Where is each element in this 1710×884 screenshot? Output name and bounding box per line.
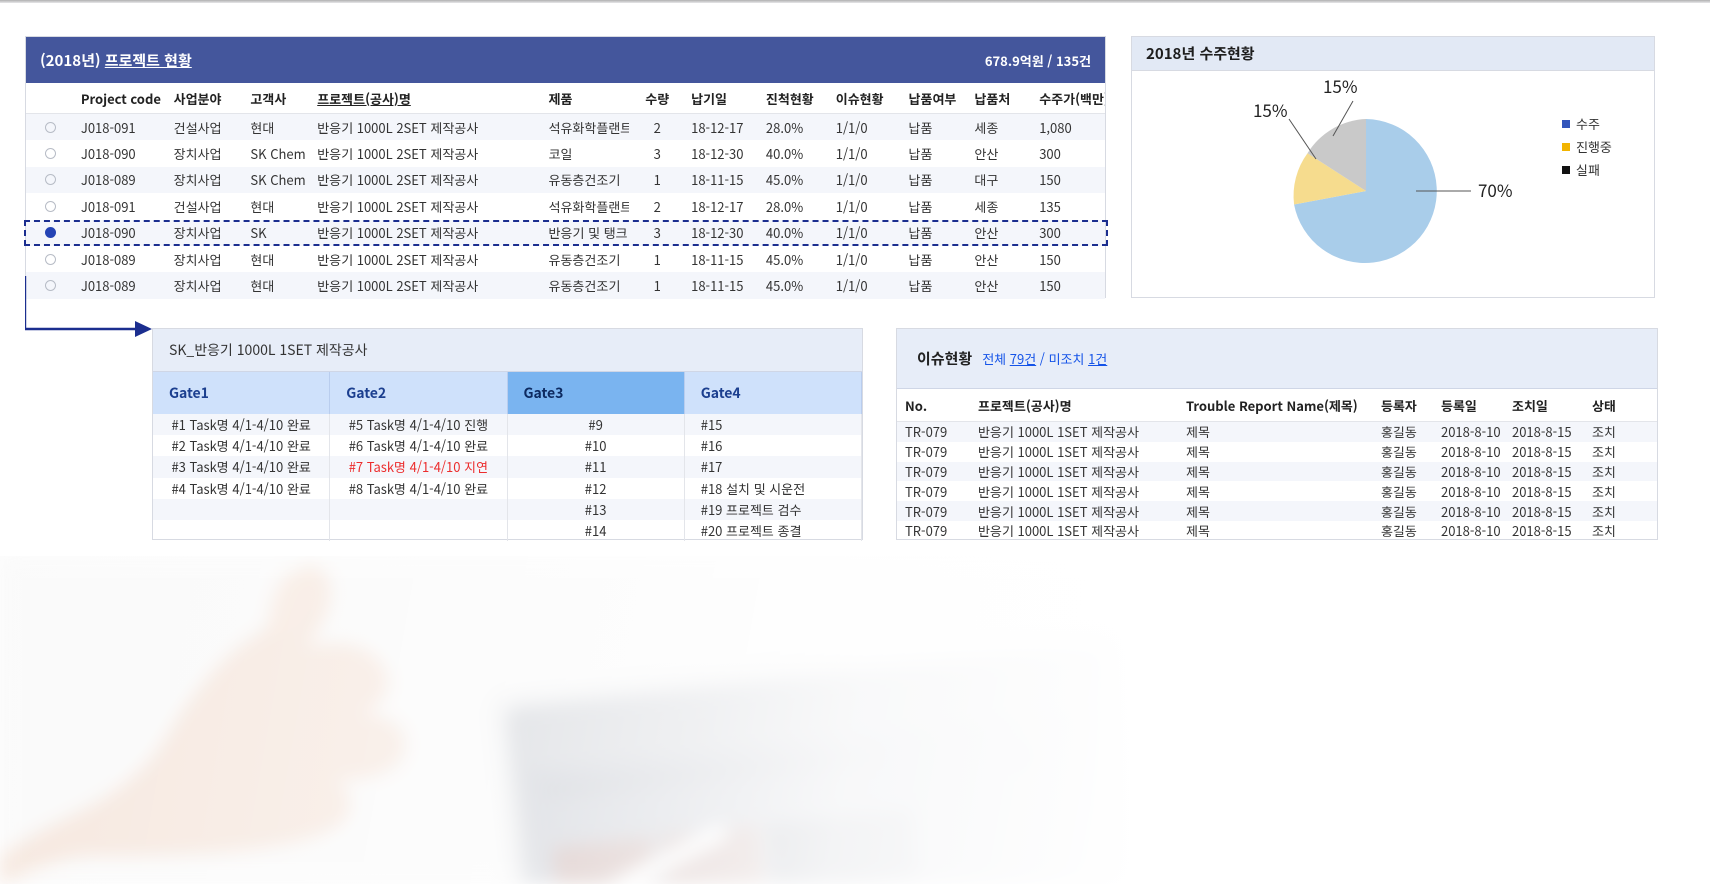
svg-text:70%: 70% [1478, 177, 1513, 202]
svg-text:15%: 15% [1323, 73, 1358, 98]
svg-text:15%: 15% [1253, 97, 1288, 122]
